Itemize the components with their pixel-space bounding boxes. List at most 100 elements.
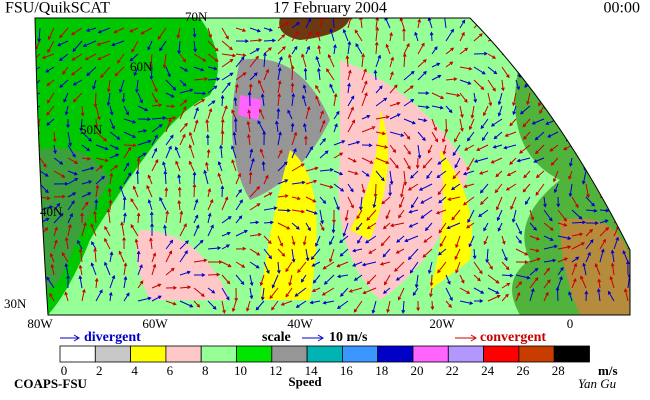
wind-arrow — [621, 53, 629, 61]
wind-arrow — [424, 222, 433, 232]
wind-arrow — [322, 261, 335, 270]
wind-arrow — [136, 212, 141, 224]
wind-arrow — [277, 131, 282, 146]
wind-arrow — [431, 105, 444, 110]
wind-arrow — [109, 165, 119, 172]
wind-arrow — [38, 238, 43, 250]
wind-arrow — [534, 144, 545, 155]
wind-arrow — [277, 208, 291, 213]
wind-arrow — [95, 105, 101, 121]
wind-arrow — [571, 256, 580, 263]
wind-arrow — [543, 209, 553, 222]
colorbar-swatch — [483, 345, 520, 363]
wind-arrow — [84, 53, 97, 61]
wind-arrow — [149, 66, 154, 80]
wind-arrow — [100, 66, 111, 79]
wind-arrow — [235, 215, 243, 224]
wind-arrow — [403, 170, 408, 186]
wind-arrow — [431, 74, 442, 81]
wind-arrow — [118, 250, 125, 263]
wind-arrow — [179, 240, 189, 250]
wind-arrow — [220, 130, 225, 146]
wind-arrow — [90, 262, 97, 276]
wind-arrow — [179, 210, 184, 224]
wind-arrow — [375, 26, 380, 42]
convergent-label: convergent — [480, 330, 546, 345]
wind-arrow — [290, 122, 295, 133]
wind-arrow — [375, 144, 389, 149]
wind-arrow — [529, 276, 539, 289]
wind-arrow — [579, 40, 587, 48]
wind-arrow — [119, 185, 125, 198]
wind-arrow — [543, 267, 550, 276]
wind-arrow — [459, 66, 473, 71]
wind-arrow — [193, 66, 205, 72]
wind-arrow — [622, 250, 629, 263]
wind-arrow — [501, 79, 505, 92]
wind-arrow — [165, 104, 176, 109]
wind-arrow — [135, 170, 140, 185]
wind-arrow — [466, 131, 475, 142]
wind-arrow — [78, 264, 83, 276]
wind-arrow — [441, 131, 447, 143]
wind-arrow — [368, 248, 377, 254]
wind-arrow — [246, 120, 251, 133]
wind-arrow — [381, 196, 391, 205]
wind-arrow — [67, 200, 75, 211]
wind-arrow — [336, 274, 349, 279]
wind-arrow — [543, 258, 557, 263]
wind-arrow — [64, 105, 69, 116]
lat-label: 50N — [80, 122, 103, 137]
wind-arrow — [483, 235, 489, 246]
wind-arrow — [359, 196, 363, 211]
wind-arrow — [235, 261, 246, 268]
map-frame — [34, 17, 631, 316]
wind-arrow — [61, 251, 69, 263]
colorbar-tick-label: 22 — [446, 363, 459, 378]
colorbar-swatch — [553, 345, 590, 363]
wind-arrow — [137, 129, 148, 133]
wind-arrow — [291, 30, 299, 42]
wind-arrow — [133, 66, 139, 77]
wind-arrow — [235, 56, 245, 68]
wind-arrow — [613, 157, 618, 169]
wind-arrow — [573, 53, 587, 62]
wind-arrow — [93, 92, 98, 108]
wind-arrow — [403, 144, 411, 155]
wind-arrow — [366, 222, 377, 230]
wind-arrow — [575, 92, 587, 102]
wind-arrow — [94, 199, 99, 211]
wind-arrow — [476, 144, 489, 151]
wind-arrow — [81, 180, 93, 185]
wind-arrow — [258, 108, 265, 120]
wind-arrow — [353, 300, 363, 313]
wind-arrow — [487, 53, 497, 59]
colorbar-swatch — [412, 345, 449, 363]
wind-arrow — [459, 47, 469, 55]
wind-arrow — [179, 66, 189, 72]
wind-arrow — [277, 46, 286, 55]
wind-arrow — [219, 144, 223, 159]
wind-arrow — [131, 40, 139, 53]
wind-arrow — [35, 289, 41, 302]
wind-arrow — [584, 290, 589, 302]
wind-arrow — [501, 66, 510, 79]
wind-arrow — [58, 53, 69, 62]
wind-arrow — [373, 183, 378, 198]
wind-arrow — [147, 40, 153, 51]
wind-arrow — [193, 53, 207, 62]
wind-arrow — [193, 273, 206, 277]
wind-arrow — [557, 235, 572, 240]
wind-arrow — [108, 291, 113, 302]
wind-arrow — [618, 27, 629, 37]
wind-arrow — [177, 40, 181, 55]
wind-arrow — [620, 105, 629, 114]
wind-arrow — [614, 40, 629, 46]
wind-arrow — [207, 272, 221, 277]
wind-arrow — [604, 79, 615, 92]
wind-arrow — [382, 248, 391, 258]
wind-arrow — [109, 274, 116, 289]
wind-arrow — [560, 79, 573, 88]
wind-arrow — [571, 209, 583, 220]
lat-labels: 70N 60N 50N 40N 30N — [4, 9, 208, 311]
